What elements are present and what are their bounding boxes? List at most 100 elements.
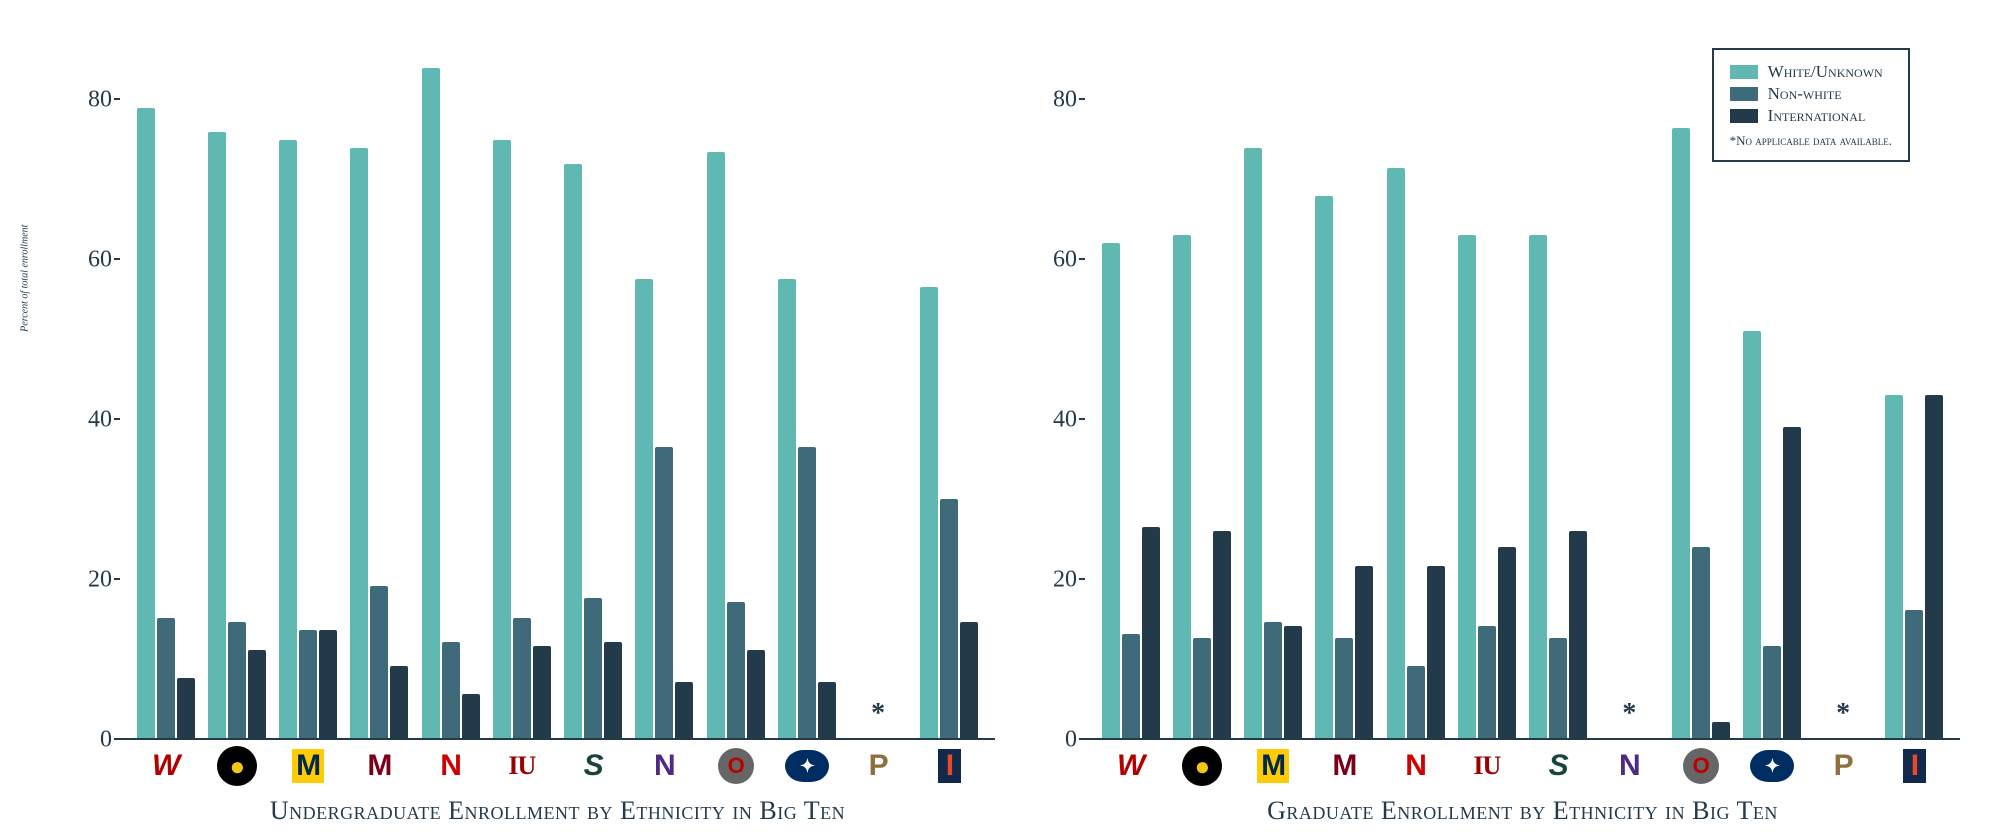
school-group <box>201 20 272 738</box>
bar-nonwhite <box>442 642 460 738</box>
logo-slot: IU <box>486 742 557 790</box>
no-data-marker: * <box>871 698 885 730</box>
y-tick-label: 60 <box>1053 247 1077 274</box>
bar-intl <box>747 650 765 738</box>
bar-nonwhite <box>655 447 673 738</box>
bar-nonwhite <box>299 630 317 738</box>
school-logo-penn-st: ✦ <box>785 750 829 782</box>
bar-white <box>778 279 796 738</box>
school-logo-minnesota: M <box>367 751 391 781</box>
bar-white <box>564 164 582 738</box>
bar-white <box>920 287 938 738</box>
school-logo-nebraska: N <box>1405 751 1426 781</box>
school-group <box>1238 20 1309 738</box>
bar-nonwhite <box>798 447 816 738</box>
school-logo-northwestern: N <box>1619 751 1640 781</box>
school-logo-ohio-st: O <box>718 748 754 784</box>
bar-intl <box>675 682 693 738</box>
legend-note: *No applicable data available. <box>1730 132 1892 150</box>
bar-white <box>1315 196 1333 738</box>
school-group <box>1095 20 1166 738</box>
school-group <box>130 20 201 738</box>
bar-nonwhite <box>1407 666 1425 738</box>
bar-intl <box>1284 626 1302 738</box>
school-group <box>486 20 557 738</box>
bar-white <box>137 108 155 738</box>
school-logo-michigan-st: S <box>584 751 603 781</box>
school-logo-wisconsin: W <box>152 751 179 781</box>
bar-nonwhite <box>727 602 745 738</box>
legend-label: International <box>1768 106 1866 126</box>
bar-nonwhite <box>370 586 388 738</box>
bar-intl <box>1142 527 1160 738</box>
undergrad-chart: Percent of total enrollment 020406080 * … <box>60 20 995 820</box>
logo-slot: M <box>273 742 344 790</box>
chart-title: Graduate Enrollment by Ethnicity in Big … <box>1085 796 1960 826</box>
logo-slot: S <box>558 742 629 790</box>
bar-nonwhite <box>1335 638 1353 738</box>
logo-slot: M <box>1309 742 1380 790</box>
bar-intl <box>604 642 622 738</box>
school-logo-northwestern: N <box>654 751 675 781</box>
school-logo-michigan: M <box>1257 749 1289 783</box>
school-logo-minnesota: M <box>1332 751 1356 781</box>
plot-area: * <box>120 20 995 740</box>
logo-slot: I <box>1879 742 1950 790</box>
school-logo-penn-st: ✦ <box>1750 750 1794 782</box>
bar-intl <box>818 682 836 738</box>
bar-nonwhite <box>1122 634 1140 738</box>
y-tick-label: 40 <box>1053 407 1077 434</box>
bar-intl <box>1427 566 1445 738</box>
bar-intl <box>177 678 195 738</box>
school-logo-iowa: ● <box>1182 746 1222 786</box>
bar-white <box>1743 331 1761 738</box>
x-axis-logos: W●MMNIUSNO✦PI <box>1085 742 1960 790</box>
school-group: * <box>1594 20 1665 738</box>
bar-white <box>208 132 226 738</box>
school-logo-indiana: IU <box>1473 753 1500 779</box>
y-tick-label: 20 <box>1053 567 1077 594</box>
logo-slot: W <box>130 742 201 790</box>
bar-white <box>1458 235 1476 738</box>
school-group <box>1309 20 1380 738</box>
bar-nonwhite <box>584 598 602 738</box>
bar-intl <box>1569 531 1587 738</box>
bar-nonwhite <box>1905 610 1923 738</box>
bar-intl <box>1783 427 1801 738</box>
bar-intl <box>1498 547 1516 738</box>
logo-slot: ● <box>1166 742 1237 790</box>
logo-slot: N <box>629 742 700 790</box>
legend-swatch <box>1730 87 1758 101</box>
bars-container: * <box>120 20 995 738</box>
school-group: * <box>843 20 914 738</box>
bar-white <box>493 140 511 738</box>
bar-white <box>1173 235 1191 738</box>
logo-slot: I <box>914 742 985 790</box>
logo-slot: ✦ <box>1736 742 1807 790</box>
school-logo-indiana: IU <box>508 753 535 779</box>
school-logo-wisconsin: W <box>1117 751 1144 781</box>
y-axis-label: Percent of total enrollment <box>20 225 31 332</box>
legend-item: International <box>1730 106 1892 126</box>
bar-intl <box>1355 566 1373 738</box>
logo-slot: O <box>1665 742 1736 790</box>
school-logo-nebraska: N <box>440 751 461 781</box>
bar-intl <box>960 622 978 738</box>
bar-white <box>279 140 297 738</box>
chart-container: Percent of total enrollment 020406080 * … <box>0 0 2000 840</box>
legend-swatch <box>1730 109 1758 123</box>
logo-slot: O <box>700 742 771 790</box>
school-group <box>1451 20 1522 738</box>
school-logo-illinois: I <box>1903 749 1926 783</box>
bar-nonwhite <box>228 622 246 738</box>
bar-white <box>635 279 653 738</box>
legend-item: Non-white <box>1730 84 1892 104</box>
no-data-marker: * <box>1622 698 1636 730</box>
logo-slot: N <box>1380 742 1451 790</box>
logo-slot: ✦ <box>771 742 842 790</box>
bar-nonwhite <box>1549 638 1567 738</box>
y-axis: Percent of total enrollment 020406080 <box>60 20 120 740</box>
bar-nonwhite <box>1692 547 1710 738</box>
chart-title: Undergraduate Enrollment by Ethnicity in… <box>120 796 995 826</box>
school-logo-purdue: P <box>1834 751 1853 781</box>
